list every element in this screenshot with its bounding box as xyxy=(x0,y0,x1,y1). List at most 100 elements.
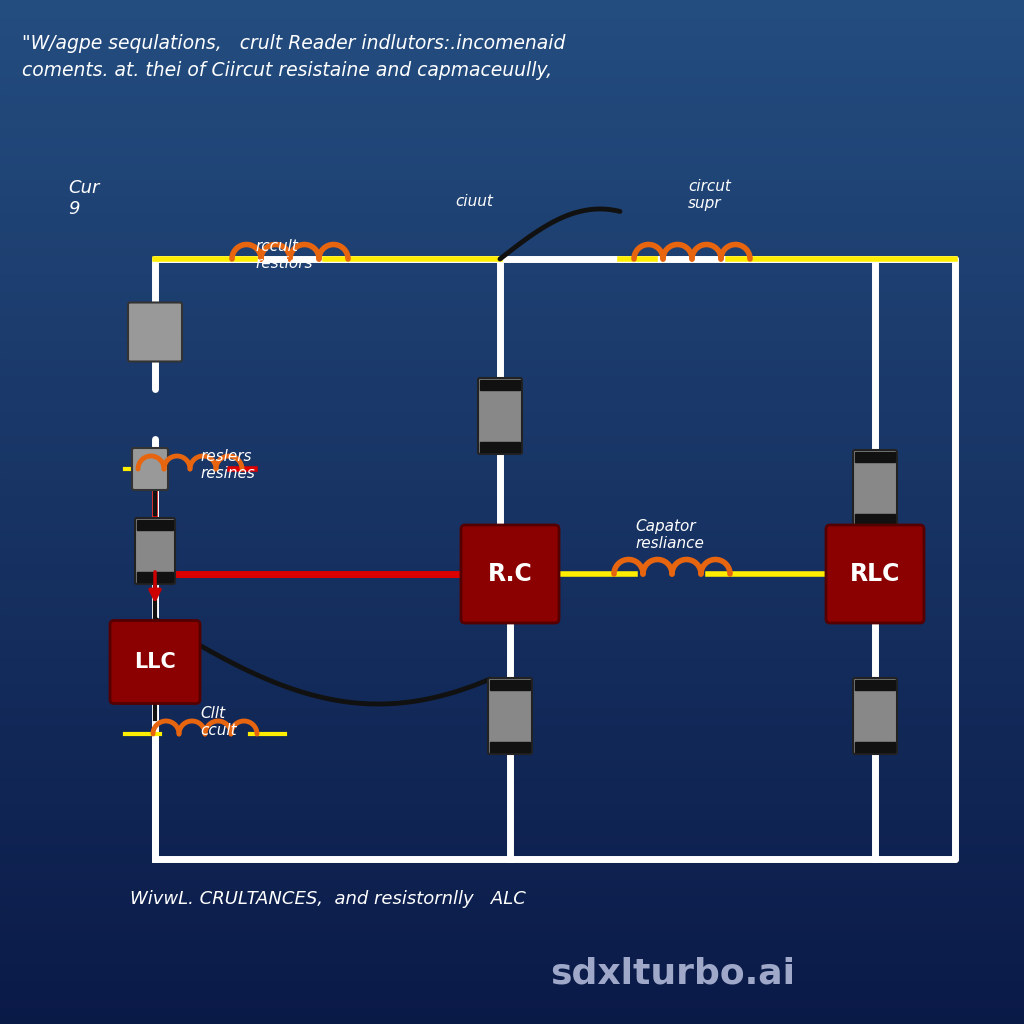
Bar xyxy=(0,862,1024,870)
FancyBboxPatch shape xyxy=(853,450,897,526)
Text: circut
supr: circut supr xyxy=(688,179,731,211)
Bar xyxy=(0,128,1024,136)
Bar xyxy=(0,606,1024,614)
Bar xyxy=(855,742,895,752)
Bar xyxy=(490,742,530,752)
Bar xyxy=(480,442,520,452)
Text: R.C: R.C xyxy=(487,562,532,586)
Text: sdxlturbo.ai: sdxlturbo.ai xyxy=(550,957,795,991)
Bar xyxy=(0,26,1024,34)
Bar xyxy=(0,811,1024,819)
Bar xyxy=(0,341,1024,350)
FancyBboxPatch shape xyxy=(478,378,522,454)
Bar xyxy=(0,888,1024,896)
FancyBboxPatch shape xyxy=(132,449,168,490)
Bar xyxy=(0,145,1024,154)
FancyBboxPatch shape xyxy=(826,525,924,623)
Bar xyxy=(0,709,1024,717)
Bar xyxy=(0,734,1024,742)
Bar xyxy=(0,990,1024,998)
Bar xyxy=(0,350,1024,358)
Bar xyxy=(0,179,1024,187)
Bar xyxy=(0,717,1024,725)
Bar xyxy=(0,683,1024,691)
Bar xyxy=(0,256,1024,264)
Bar xyxy=(0,589,1024,597)
Bar xyxy=(0,136,1024,145)
Bar xyxy=(0,0,1024,8)
Text: rccult
restiors: rccult restiors xyxy=(255,239,312,271)
Bar xyxy=(0,913,1024,922)
Bar xyxy=(0,478,1024,486)
Bar xyxy=(0,376,1024,384)
Bar xyxy=(0,111,1024,120)
Bar xyxy=(855,514,895,524)
Bar xyxy=(0,299,1024,307)
FancyBboxPatch shape xyxy=(853,678,897,754)
Bar xyxy=(0,504,1024,512)
Bar xyxy=(0,102,1024,111)
Bar xyxy=(0,674,1024,683)
Bar xyxy=(0,392,1024,401)
Text: reslers
resines: reslers resines xyxy=(200,449,255,481)
Bar xyxy=(0,837,1024,845)
Bar xyxy=(0,495,1024,504)
Bar xyxy=(0,469,1024,478)
Text: ciuut: ciuut xyxy=(455,194,493,209)
Bar xyxy=(0,77,1024,85)
Bar xyxy=(0,648,1024,657)
Bar xyxy=(0,640,1024,648)
Bar xyxy=(0,486,1024,495)
Bar xyxy=(0,1016,1024,1024)
Bar xyxy=(0,384,1024,392)
Bar xyxy=(0,751,1024,760)
Bar xyxy=(0,632,1024,640)
Bar xyxy=(0,34,1024,43)
Bar xyxy=(0,120,1024,128)
Bar xyxy=(0,939,1024,947)
Bar xyxy=(0,896,1024,904)
Text: Cllt
ccult: Cllt ccult xyxy=(200,706,237,738)
Text: Cur
9: Cur 9 xyxy=(68,179,99,218)
Bar xyxy=(0,154,1024,162)
Bar xyxy=(0,802,1024,811)
Bar xyxy=(0,43,1024,51)
FancyBboxPatch shape xyxy=(461,525,559,623)
Bar xyxy=(0,8,1024,17)
Bar xyxy=(0,904,1024,913)
Bar xyxy=(0,51,1024,59)
Bar xyxy=(0,230,1024,239)
Bar xyxy=(0,998,1024,1007)
Bar xyxy=(0,69,1024,77)
Bar xyxy=(0,453,1024,461)
Bar xyxy=(0,785,1024,794)
Bar xyxy=(0,623,1024,632)
Bar xyxy=(0,597,1024,606)
Bar xyxy=(0,965,1024,973)
Bar xyxy=(0,571,1024,581)
Bar xyxy=(0,187,1024,197)
Bar xyxy=(0,955,1024,965)
Bar xyxy=(0,853,1024,862)
Bar xyxy=(0,401,1024,410)
Bar xyxy=(0,947,1024,955)
Bar xyxy=(0,307,1024,315)
FancyBboxPatch shape xyxy=(128,302,182,361)
Bar xyxy=(0,418,1024,427)
Bar xyxy=(0,973,1024,981)
Bar xyxy=(0,213,1024,222)
Bar xyxy=(0,162,1024,171)
Bar xyxy=(855,452,895,462)
FancyBboxPatch shape xyxy=(110,621,200,703)
Bar xyxy=(0,290,1024,299)
Bar xyxy=(0,691,1024,699)
Bar xyxy=(0,760,1024,768)
Bar xyxy=(0,581,1024,589)
Bar xyxy=(0,768,1024,776)
Bar xyxy=(0,197,1024,205)
Bar xyxy=(0,222,1024,230)
Bar xyxy=(0,1007,1024,1016)
Bar xyxy=(0,17,1024,26)
Bar xyxy=(0,248,1024,256)
Bar xyxy=(0,870,1024,879)
